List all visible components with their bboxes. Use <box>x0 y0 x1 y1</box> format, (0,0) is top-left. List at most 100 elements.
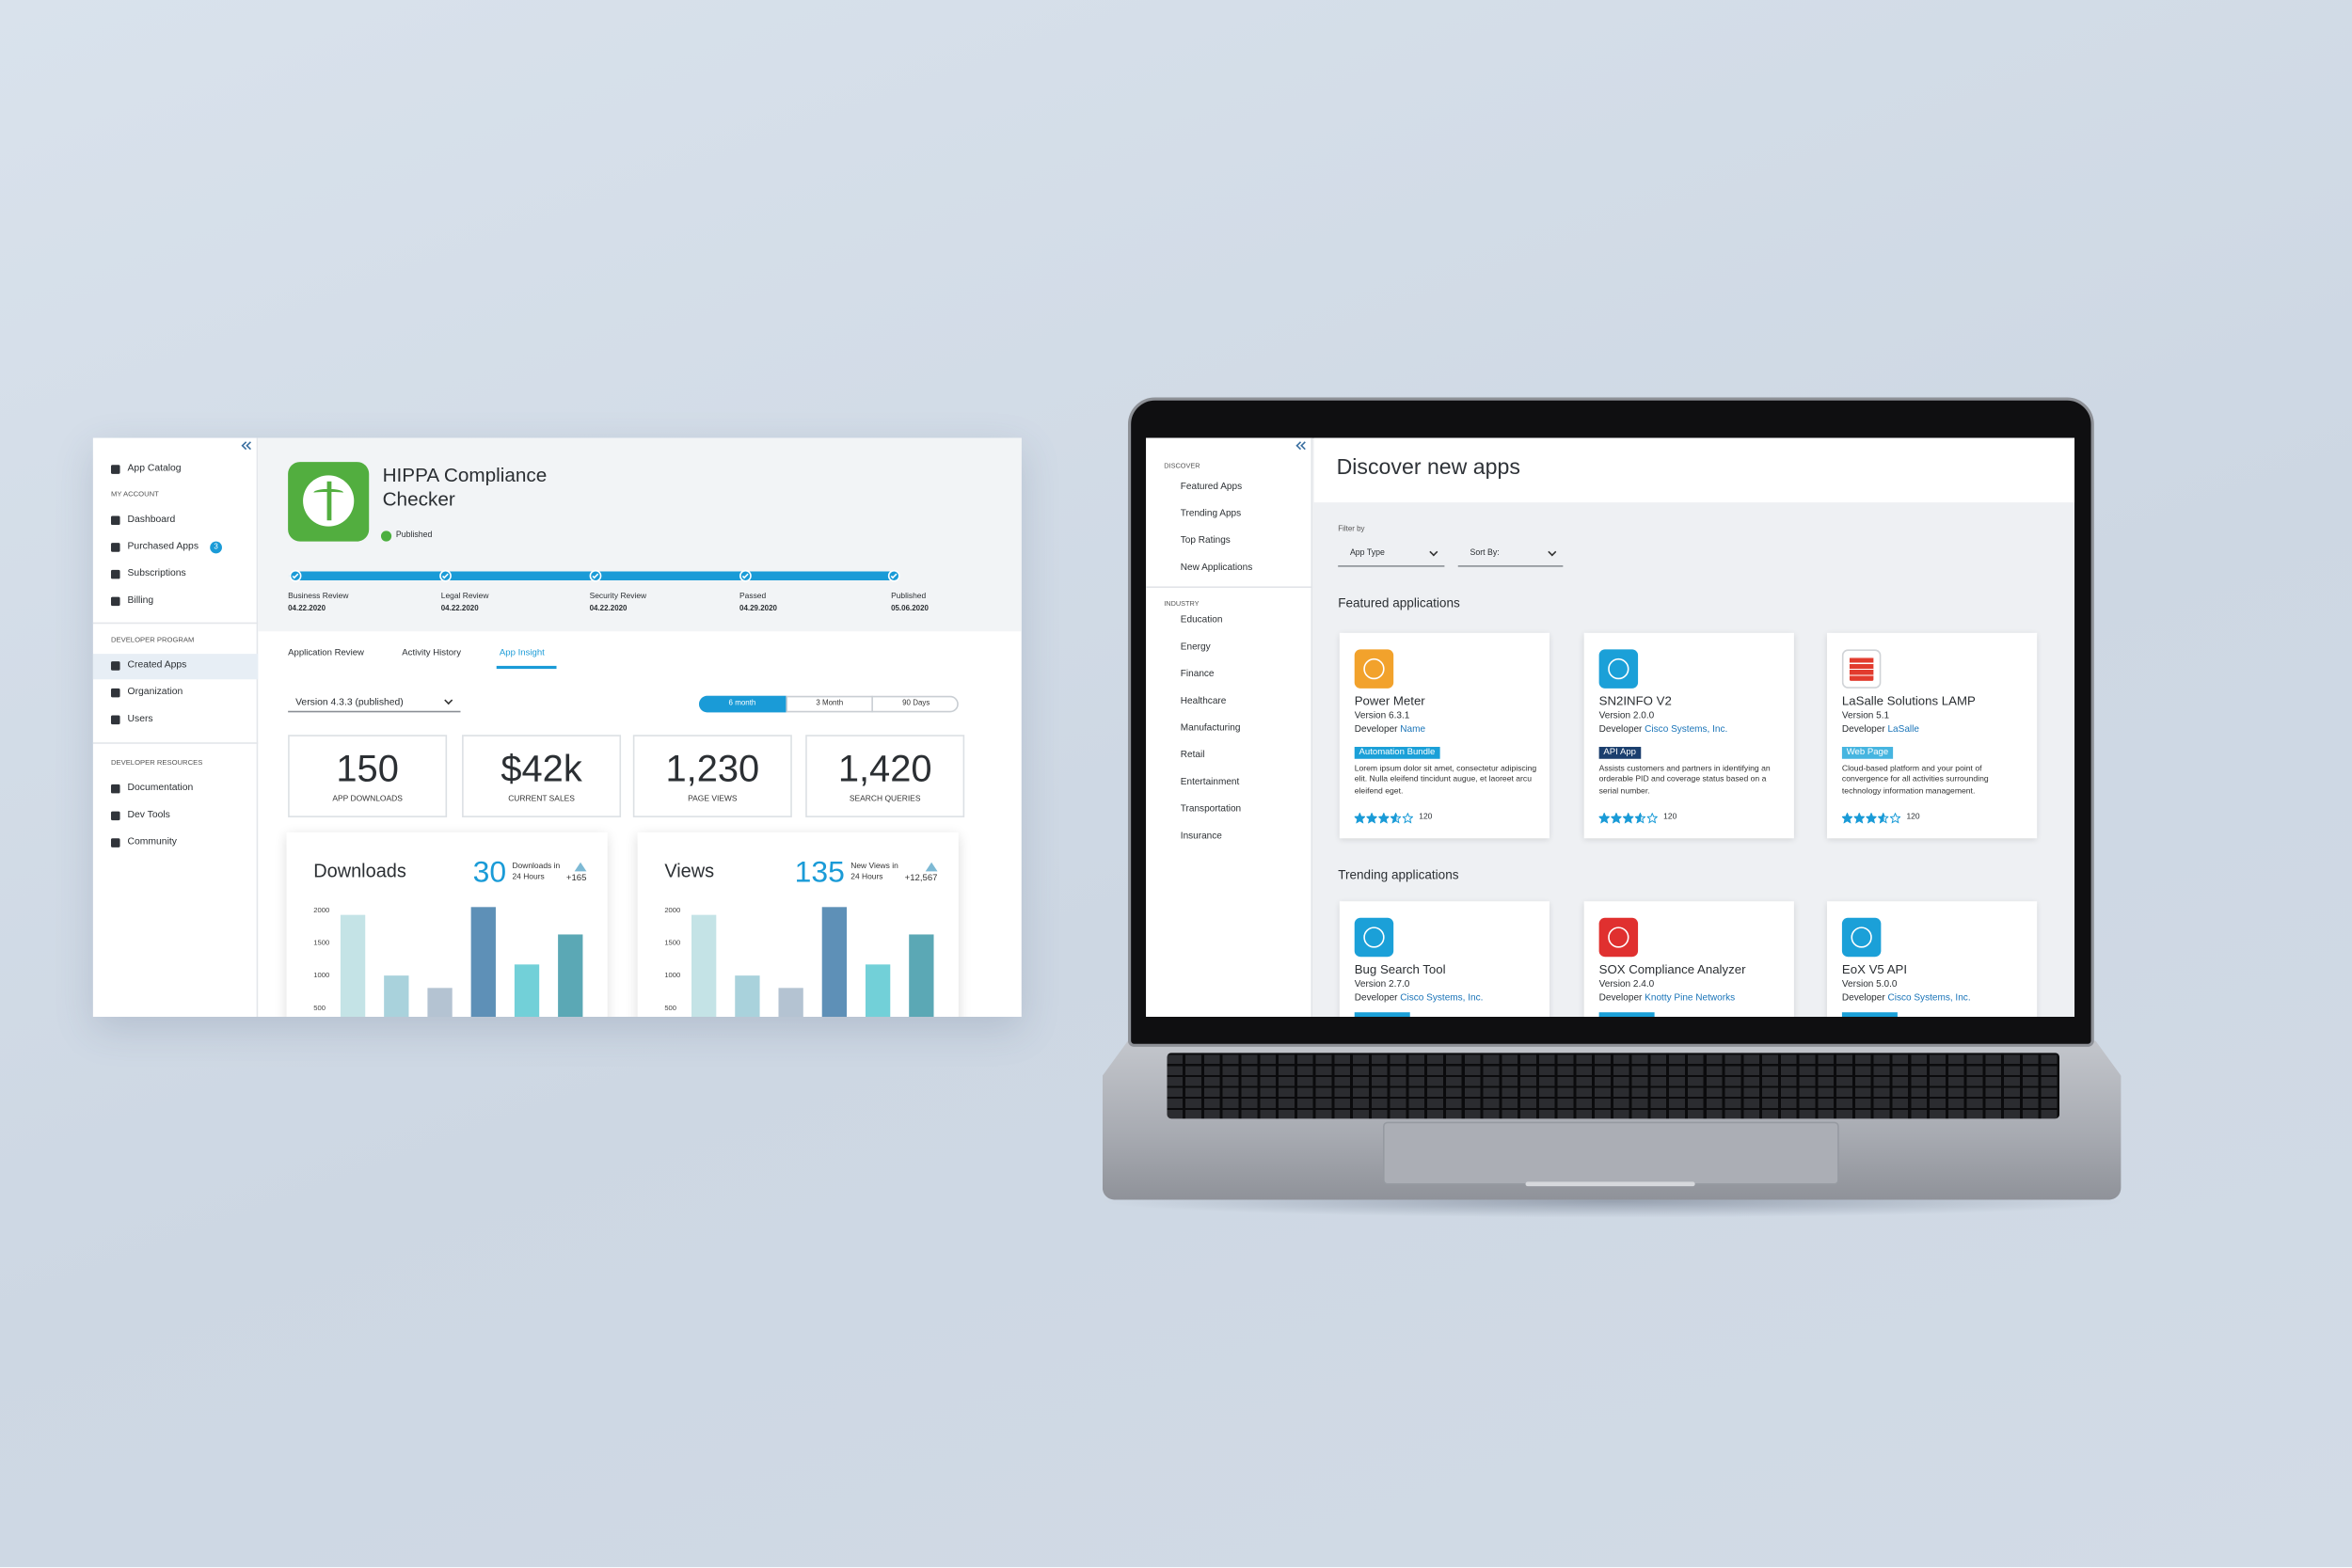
app-description: Cloud-based platform and your point of c… <box>1841 765 1989 797</box>
nav-icon <box>110 515 120 526</box>
developer-name: Cisco Systems, Inc. <box>1400 992 1484 1004</box>
star-outline <box>1866 812 1877 823</box>
star <box>1866 812 1877 823</box>
star-outline <box>1878 812 1883 823</box>
trackpad <box>1383 1121 1839 1185</box>
nav-item: Top Ratings <box>1180 535 1231 546</box>
star-outline <box>1390 812 1396 823</box>
developer-label: Developer <box>1598 724 1643 736</box>
star-fill <box>1378 812 1390 823</box>
chart-card <box>637 832 959 1017</box>
star-outline <box>1366 812 1377 823</box>
rating-count: 120 <box>1906 812 1920 822</box>
developer-name: Knotty Pine Networks <box>1645 992 1736 1004</box>
nav-item: Dashboard <box>127 514 176 525</box>
nav-heading: DEVELOPER PROGRAM <box>110 637 195 645</box>
star-fill <box>1841 812 1853 823</box>
developer-name: Cisco Systems, Inc. <box>1887 992 1971 1004</box>
star-fill <box>1866 812 1877 823</box>
rating-stars <box>1354 812 1427 823</box>
stat-box <box>288 735 448 817</box>
nav-icon <box>110 661 120 671</box>
app-name: LaSalle Solutions LAMP <box>1841 692 1976 708</box>
star-outline <box>1623 812 1634 823</box>
nav-icon <box>110 543 120 552</box>
chart-change: +12,567 <box>904 862 938 884</box>
tab: Application Review <box>288 649 364 659</box>
y-tick-label: 1000 <box>313 971 329 979</box>
nav-icon <box>110 838 120 847</box>
star-shape <box>1623 812 1634 823</box>
icon-glyph <box>1608 927 1629 948</box>
nav-item: New Applications <box>1180 562 1253 574</box>
step-date: 04.22.2020 <box>589 604 628 613</box>
section-heading: Featured applications <box>1338 594 1460 610</box>
app-tag: API App <box>1598 746 1641 759</box>
page-header <box>1313 437 2075 503</box>
app-description: Assists customers and partners in identi… <box>1598 765 1771 797</box>
app-version: Version 5.1 <box>1841 710 1890 722</box>
change-value: +12,567 <box>904 874 938 884</box>
sidebar <box>1146 437 1313 1017</box>
stat-box <box>462 735 622 817</box>
icon-glyph <box>1851 927 1872 948</box>
nav-item: Users <box>127 713 153 725</box>
rating-stars <box>1598 812 1672 823</box>
developer-name: Name <box>1400 724 1426 736</box>
section-heading: Trending applications <box>1338 866 1459 882</box>
stat-value: 150 <box>336 748 399 791</box>
star-outline <box>1841 812 1853 823</box>
bar <box>821 907 848 1017</box>
nav-item: Manufacturing <box>1180 722 1241 734</box>
chart-change: +165 <box>565 862 587 884</box>
star <box>1611 812 1622 823</box>
nav-icon <box>110 688 120 698</box>
app-title: HIPPA Compliance Checker <box>382 463 548 511</box>
app-name: SOX Compliance Analyzer <box>1598 960 1746 976</box>
star-shape <box>1598 812 1610 823</box>
chevron-icon <box>1548 547 1556 556</box>
star-fill <box>1390 812 1396 823</box>
bar-chart: 2000 1500 1000 500 <box>313 906 583 1017</box>
rating-count: 120 <box>1663 812 1677 822</box>
chevron-icon <box>444 696 453 705</box>
chart-summary: 30 Downloads in 24 Hours +165 <box>346 855 587 891</box>
select-underline <box>1338 565 1445 567</box>
stat-value: 1,420 <box>837 748 932 791</box>
laptop-screen: DISCOVER Featured Apps Trending Apps Top Ra… <box>1146 437 2075 1017</box>
icon-glyph <box>1363 657 1385 680</box>
sidebar <box>93 437 259 1017</box>
star <box>1853 812 1865 823</box>
nav-heading: DEVELOPER RESOURCES <box>110 760 203 768</box>
nav-item: Documentation <box>127 783 194 794</box>
divider <box>1146 586 1313 589</box>
change-value: +165 <box>565 874 587 884</box>
app-developer: Developer Knotty Pine Networks <box>1599 993 1736 1005</box>
nav-item: Entertainment <box>1180 777 1240 788</box>
icon-glyph <box>1849 657 1874 681</box>
step-label: Passed <box>739 592 767 601</box>
star-fill <box>1366 812 1377 823</box>
nav-item: Purchased Apps <box>127 541 199 552</box>
divider <box>92 742 259 744</box>
star-fill <box>1354 812 1365 823</box>
star-fill <box>1634 812 1641 823</box>
y-tick-label: 2000 <box>664 906 680 914</box>
y-tick-label: 2000 <box>313 906 329 914</box>
chart-card <box>286 832 608 1017</box>
bar <box>735 975 760 1017</box>
nav-item: Healthcare <box>1180 695 1227 707</box>
bar <box>427 988 453 1017</box>
y-tick-label: 1500 <box>664 938 680 946</box>
tab: App Insight <box>499 649 545 659</box>
nav-item: Transportation <box>1180 803 1242 815</box>
y-tick-label: 1500 <box>313 938 329 946</box>
nav-item: Energy <box>1180 641 1211 653</box>
star-shape <box>1889 812 1901 823</box>
star-outline <box>1402 812 1413 823</box>
stat-box <box>632 735 792 817</box>
bar <box>865 964 891 1017</box>
step-date: 05.06.2020 <box>891 604 929 613</box>
bar <box>384 975 409 1017</box>
star-fill <box>1598 812 1610 823</box>
